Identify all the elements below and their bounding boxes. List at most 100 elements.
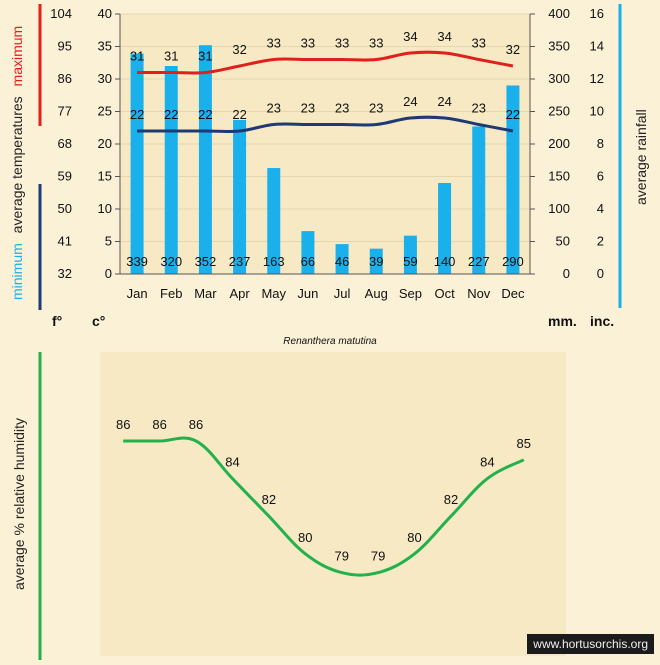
temperature-min-label: 22 bbox=[198, 107, 212, 122]
humidity-series: 86 86 86 84 82 80 79 79 80 82 84 85 bbox=[116, 417, 531, 577]
ylabel-min: minimum bbox=[9, 243, 25, 300]
temperature-max-label: 33 bbox=[472, 36, 486, 51]
tick-label-inches: 0 bbox=[597, 266, 604, 281]
tick-label-fahrenheit: 77 bbox=[58, 104, 72, 119]
rainfall-value-label: 227 bbox=[468, 254, 490, 269]
month-label: Apr bbox=[229, 286, 250, 301]
chart-title: Renanthera matutina bbox=[283, 336, 377, 347]
temperature-min-label: 22 bbox=[506, 107, 520, 122]
tick-label-fahrenheit: 86 bbox=[58, 71, 72, 86]
rainfall-bar bbox=[438, 183, 452, 274]
temperature-lines bbox=[137, 50, 514, 134]
tick-label-fahrenheit: 32 bbox=[58, 266, 72, 281]
humidity-value-label: 86 bbox=[116, 417, 130, 432]
tick-label-mm: 50 bbox=[556, 234, 570, 249]
ylabel-mid: average temperatures bbox=[9, 96, 25, 233]
temperature-max-label: 34 bbox=[437, 29, 451, 44]
tick-label-celsius: 20 bbox=[98, 136, 112, 151]
humidity-value-label: 82 bbox=[444, 492, 458, 507]
rainfall-bar bbox=[267, 168, 281, 274]
temperature-min-label: 22 bbox=[232, 107, 246, 122]
tick-label-mm: 250 bbox=[548, 104, 570, 119]
rainfall-bar bbox=[403, 235, 417, 274]
month-label: Aug bbox=[365, 286, 388, 301]
tick-label-inches: 10 bbox=[590, 104, 604, 119]
temperature-min-label: 23 bbox=[472, 101, 486, 116]
month-label: Nov bbox=[467, 286, 491, 301]
watermark: www.hortusorchis.org bbox=[527, 634, 654, 654]
month-label: Dec bbox=[501, 286, 525, 301]
rainfall-bar bbox=[369, 248, 383, 274]
tick-label-mm: 150 bbox=[548, 169, 570, 184]
temperature-max-label: 31 bbox=[130, 49, 144, 64]
humidity-value-label: 79 bbox=[334, 549, 348, 564]
tick-label-inches: 2 bbox=[597, 234, 604, 249]
temperature-min-label: 23 bbox=[335, 101, 349, 116]
temperature-max-label: 33 bbox=[369, 36, 383, 51]
rainfall-bar bbox=[506, 85, 520, 274]
rainfall-value-label: 66 bbox=[301, 254, 315, 269]
tick-label-fahrenheit: 104 bbox=[50, 6, 72, 21]
unit-inches: inc. bbox=[590, 313, 614, 329]
temperature-max-label: 31 bbox=[164, 49, 178, 64]
temperature-min-label: 23 bbox=[301, 101, 315, 116]
humidity-value-label: 80 bbox=[407, 530, 421, 545]
month-label: Jan bbox=[127, 286, 148, 301]
tick-label-mm: 0 bbox=[563, 266, 570, 281]
top-axes: 32 0 0 041 5 50 250 10 100 459 15 150 668 20 200 877 25 2… bbox=[50, 6, 604, 301]
tick-label-mm: 350 bbox=[548, 39, 570, 54]
tick-label-mm: 200 bbox=[548, 136, 570, 151]
tick-label-celsius: 30 bbox=[98, 71, 112, 86]
temperature-max-label: 34 bbox=[403, 29, 417, 44]
humidity-plot-area bbox=[100, 352, 566, 656]
tick-label-fahrenheit: 41 bbox=[58, 234, 72, 249]
rainfall-value-label: 320 bbox=[160, 254, 182, 269]
rainfall-bar bbox=[233, 119, 247, 274]
month-label: May bbox=[261, 286, 286, 301]
rainfall-bar bbox=[335, 244, 349, 274]
tick-label-celsius: 0 bbox=[105, 266, 112, 281]
ylabel-rainfall: average rainfall bbox=[633, 109, 649, 205]
tick-label-fahrenheit: 68 bbox=[58, 136, 72, 151]
temperature-max-label: 33 bbox=[301, 36, 315, 51]
month-label: Oct bbox=[434, 286, 455, 301]
unit-celsius: c° bbox=[92, 313, 105, 329]
rainfall-bar bbox=[301, 231, 315, 274]
temperature-min-label: 23 bbox=[267, 101, 281, 116]
temperature-min-label: 23 bbox=[369, 101, 383, 116]
tick-label-inches: 12 bbox=[590, 71, 604, 86]
humidity-value-label: 84 bbox=[225, 455, 239, 470]
unit-mm: mm. bbox=[548, 313, 577, 329]
rainfall-bar bbox=[130, 53, 144, 275]
rainfall-bar bbox=[198, 45, 212, 275]
humidity-value-label: 86 bbox=[189, 417, 203, 432]
rainfall-bars bbox=[130, 45, 520, 275]
tick-label-celsius: 35 bbox=[98, 39, 112, 54]
tick-label-mm: 100 bbox=[548, 201, 570, 216]
rainfall-value-label: 59 bbox=[403, 254, 417, 269]
rainfall-value-label: 39 bbox=[369, 254, 383, 269]
humidity-value-label: 86 bbox=[152, 417, 166, 432]
top-data-labels: 339 320 352 237 163 66 46 39 59 140 227 290 31 31 31 32… bbox=[126, 29, 524, 269]
temperature-min-label: 22 bbox=[130, 107, 144, 122]
tick-label-inches: 16 bbox=[590, 6, 604, 21]
temperature-min-line bbox=[137, 115, 514, 134]
unit-fahrenheit: f° bbox=[52, 313, 62, 329]
temperature-max-label: 33 bbox=[267, 36, 281, 51]
ylabel-humidity: average % relative humidity bbox=[11, 418, 27, 590]
rainfall-bar bbox=[472, 126, 486, 274]
ylabel-max: maximum bbox=[9, 26, 25, 87]
tick-label-celsius: 10 bbox=[98, 201, 112, 216]
temperature-min-label: 24 bbox=[403, 94, 417, 109]
tick-label-fahrenheit: 50 bbox=[58, 201, 72, 216]
tick-label-inches: 6 bbox=[597, 169, 604, 184]
temperature-max-label: 33 bbox=[335, 36, 349, 51]
rainfall-value-label: 163 bbox=[263, 254, 285, 269]
tick-label-celsius: 5 bbox=[105, 234, 112, 249]
month-label: Jun bbox=[297, 286, 318, 301]
tick-label-celsius: 40 bbox=[98, 6, 112, 21]
rainfall-value-label: 46 bbox=[335, 254, 349, 269]
temperature-max-line bbox=[137, 50, 514, 75]
